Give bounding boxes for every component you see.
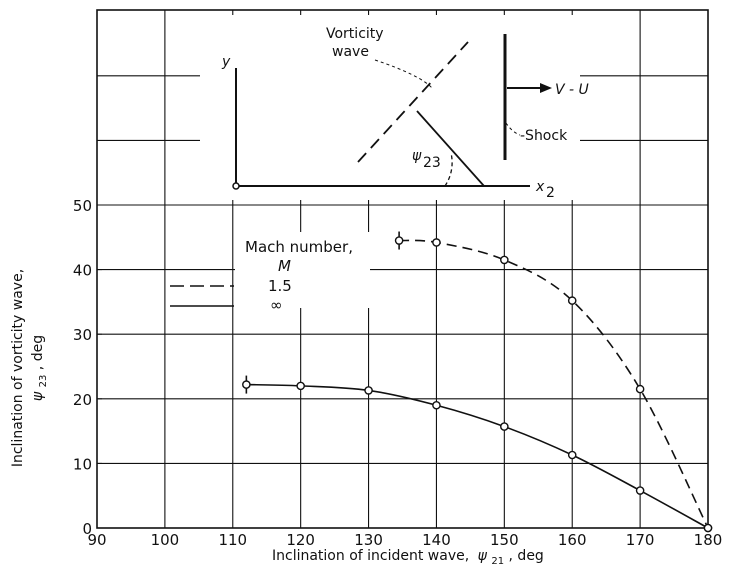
y-axis-title: Inclination of vorticity wave, ψ 23 , de… [10,269,50,467]
sketch-vorticity-leader [374,59,433,89]
x-tick-labels: 90 100 110 120 130 140 150 160 170 180 [87,531,722,549]
series-1-point-5 [635,384,645,394]
x-tick-label-120: 120 [286,531,315,549]
x-tick-label-140: 140 [422,531,451,549]
x-tick-label-130: 130 [354,531,383,549]
y-tick-label-10: 10 [73,455,92,473]
y-tick-label-0: 0 [82,520,92,538]
sketch-shock-label: -Shock [520,128,568,144]
series-2-point-5 [500,422,509,431]
x-tick-label-160: 160 [558,531,587,549]
x-tick-label-90: 90 [87,531,106,549]
series-2-point-2 [296,381,305,391]
legend-entry-1: 1.5 [268,277,292,295]
sketch-vorticity-wave [357,41,469,163]
shock-sketch: y x 2 ψ 23 V - U Vorticity wave -Shock [200,15,589,201]
y-tick-label-40: 40 [73,262,92,280]
sketch-vorticity-label-2: wave [332,44,369,60]
sketch-velocity-label: V - U [555,82,589,98]
series-2-point-4 [432,400,441,410]
x-tick-label-170: 170 [626,531,655,549]
legend-background [235,232,370,308]
sketch-shock-leader [505,122,521,136]
legend-title: Mach number, [245,238,353,256]
series-2-point-7 [635,486,645,495]
series-1-point-1 [394,236,404,245]
series-2-point-8 [703,523,713,533]
sketch-y-label: y [221,54,231,70]
sketch-vorticity-label-1: Vorticity [326,26,384,42]
sketch-origin [232,182,240,190]
series-1-point-2 [432,238,441,247]
sketch-normal-line [416,110,485,187]
y-tick-label-20: 20 [73,391,92,409]
series-1-point-3 [500,255,509,265]
sketch-angle-symbol: ψ [412,148,422,164]
series-layer [242,231,713,533]
x-tick-label-100: 100 [151,531,180,549]
y-tick-label-30: 30 [73,326,92,344]
plot-frame [96,9,709,529]
y-axis-title-line1: Inclination of vorticity wave, [10,269,26,467]
x-axis-title: Inclination of incident wave, ψ 21 , deg [272,548,544,568]
series-2-point-6 [567,450,577,460]
sketch-background [200,15,580,200]
sketch-x-label: x [535,179,545,195]
series-2-point-1 [242,380,251,389]
y-axis-title-line2: ψ 23 , deg [30,335,50,401]
x-tick-label-110: 110 [218,531,247,549]
legend: Mach number, M 1.5 ∞ [170,232,370,314]
sketch-arrowhead [540,83,552,93]
y-tick-label-50: 50 [73,197,92,215]
x-tick-label-180: 180 [694,531,723,549]
sketch-x-subscript: 2 [546,185,555,201]
y-tick-labels: 0 10 20 30 40 50 [73,197,102,538]
series-line-1 [399,239,709,529]
legend-entry-2: ∞ [270,296,283,314]
series-line-2 [246,383,709,529]
sketch-angle-arc [444,152,453,187]
x-tick-label-150: 150 [490,531,519,549]
series-1-point-4 [567,296,577,305]
series-2-point-3 [364,386,373,395]
sketch-angle-subscript: 23 [423,155,441,171]
legend-symbol: M [278,257,291,275]
